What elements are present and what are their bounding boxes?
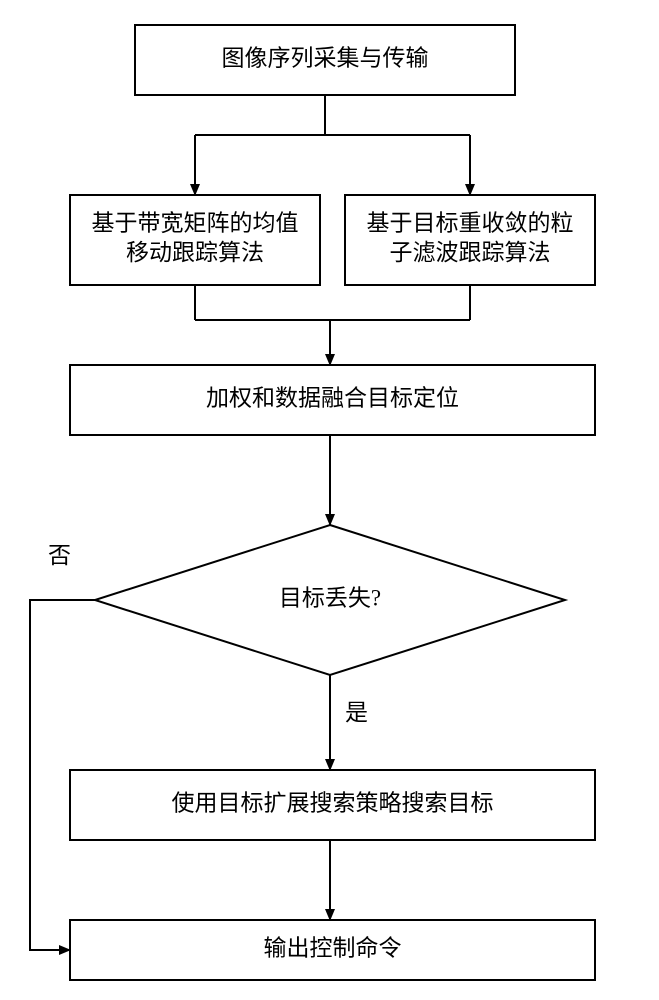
node-label: 加权和数据融合目标定位	[206, 385, 459, 410]
node-label: 图像序列采集与传输	[222, 45, 429, 70]
node-n3: 基于目标重收敛的粒子滤波跟踪算法	[345, 195, 595, 285]
node-n2: 基于带宽矩阵的均值移动跟踪算法	[70, 195, 320, 285]
node-n1: 图像序列采集与传输	[135, 25, 515, 95]
node-label: 基于带宽矩阵的均值	[92, 210, 299, 235]
flowchart: 图像序列采集与传输基于带宽矩阵的均值移动跟踪算法基于目标重收敛的粒子滤波跟踪算法…	[0, 0, 659, 1000]
node-label: 基于目标重收敛的粒	[367, 210, 574, 235]
edge-label: 否	[48, 543, 71, 568]
node-label: 输出控制命令	[264, 935, 402, 960]
node-n6: 使用目标扩展搜索策略搜索目标	[70, 770, 595, 840]
node-label: 移动跟踪算法	[126, 240, 264, 265]
node-label: 子滤波跟踪算法	[390, 240, 551, 265]
node-label: 目标丢失?	[279, 585, 381, 610]
node-n5: 目标丢失?	[95, 525, 565, 675]
edge-label: 是	[345, 700, 368, 725]
node-label: 使用目标扩展搜索策略搜索目标	[172, 790, 494, 815]
node-n7: 输出控制命令	[70, 920, 595, 980]
node-n4: 加权和数据融合目标定位	[70, 365, 595, 435]
